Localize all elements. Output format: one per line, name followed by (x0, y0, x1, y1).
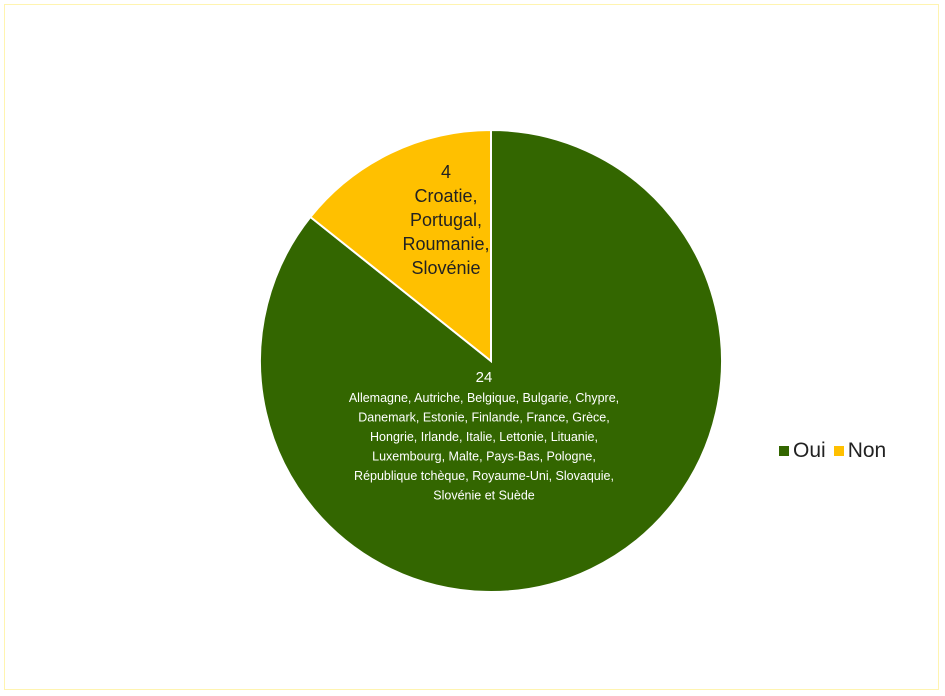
data-label-oui: 24 Allemagne, Autriche, Belgique, Bulgari… (349, 369, 619, 503)
pie-slices (259, 128, 723, 593)
data-label-line: 24 (476, 369, 493, 386)
data-label-non: 4 Croatie, Portugal, Roumanie, Slovénie (402, 162, 489, 278)
data-label-line: Allemagne, Autriche, Belgique, Bulgarie,… (349, 391, 619, 405)
data-label-line: Roumanie, (402, 234, 489, 254)
data-label-line: Luxembourg, Malte, Pays-Bas, Pologne, (372, 450, 596, 464)
data-label-line: Slovénie (411, 258, 480, 278)
data-label-line: Portugal, (410, 210, 482, 230)
data-label-line: Hongrie, Irlande, Italie, Lettonie, Litu… (370, 430, 598, 444)
chart-frame (4, 4, 939, 690)
chart-legend: Oui Non (779, 439, 894, 463)
data-label-line: Danemark, Estonie, Finlande, France, Grè… (358, 411, 610, 425)
legend-label-non: Non (847, 439, 887, 462)
data-label-line: République tchèque, Royaume-Uni, Slovaqu… (354, 469, 614, 483)
data-label-line: 4 (441, 162, 451, 182)
legend-swatch-non (833, 446, 844, 456)
legend-label-oui: Oui (793, 439, 826, 462)
pie-slice-non (308, 128, 492, 364)
pie-labels: 24 Allemagne, Autriche, Belgique, Bulgari… (349, 162, 619, 503)
data-label-line: Slovénie et Suède (433, 489, 535, 503)
legend-swatch-oui (779, 446, 789, 456)
data-label-line: Croatie, (414, 186, 477, 206)
legend-item-oui: Oui (779, 439, 826, 463)
legend-item-non: Non (833, 439, 887, 463)
